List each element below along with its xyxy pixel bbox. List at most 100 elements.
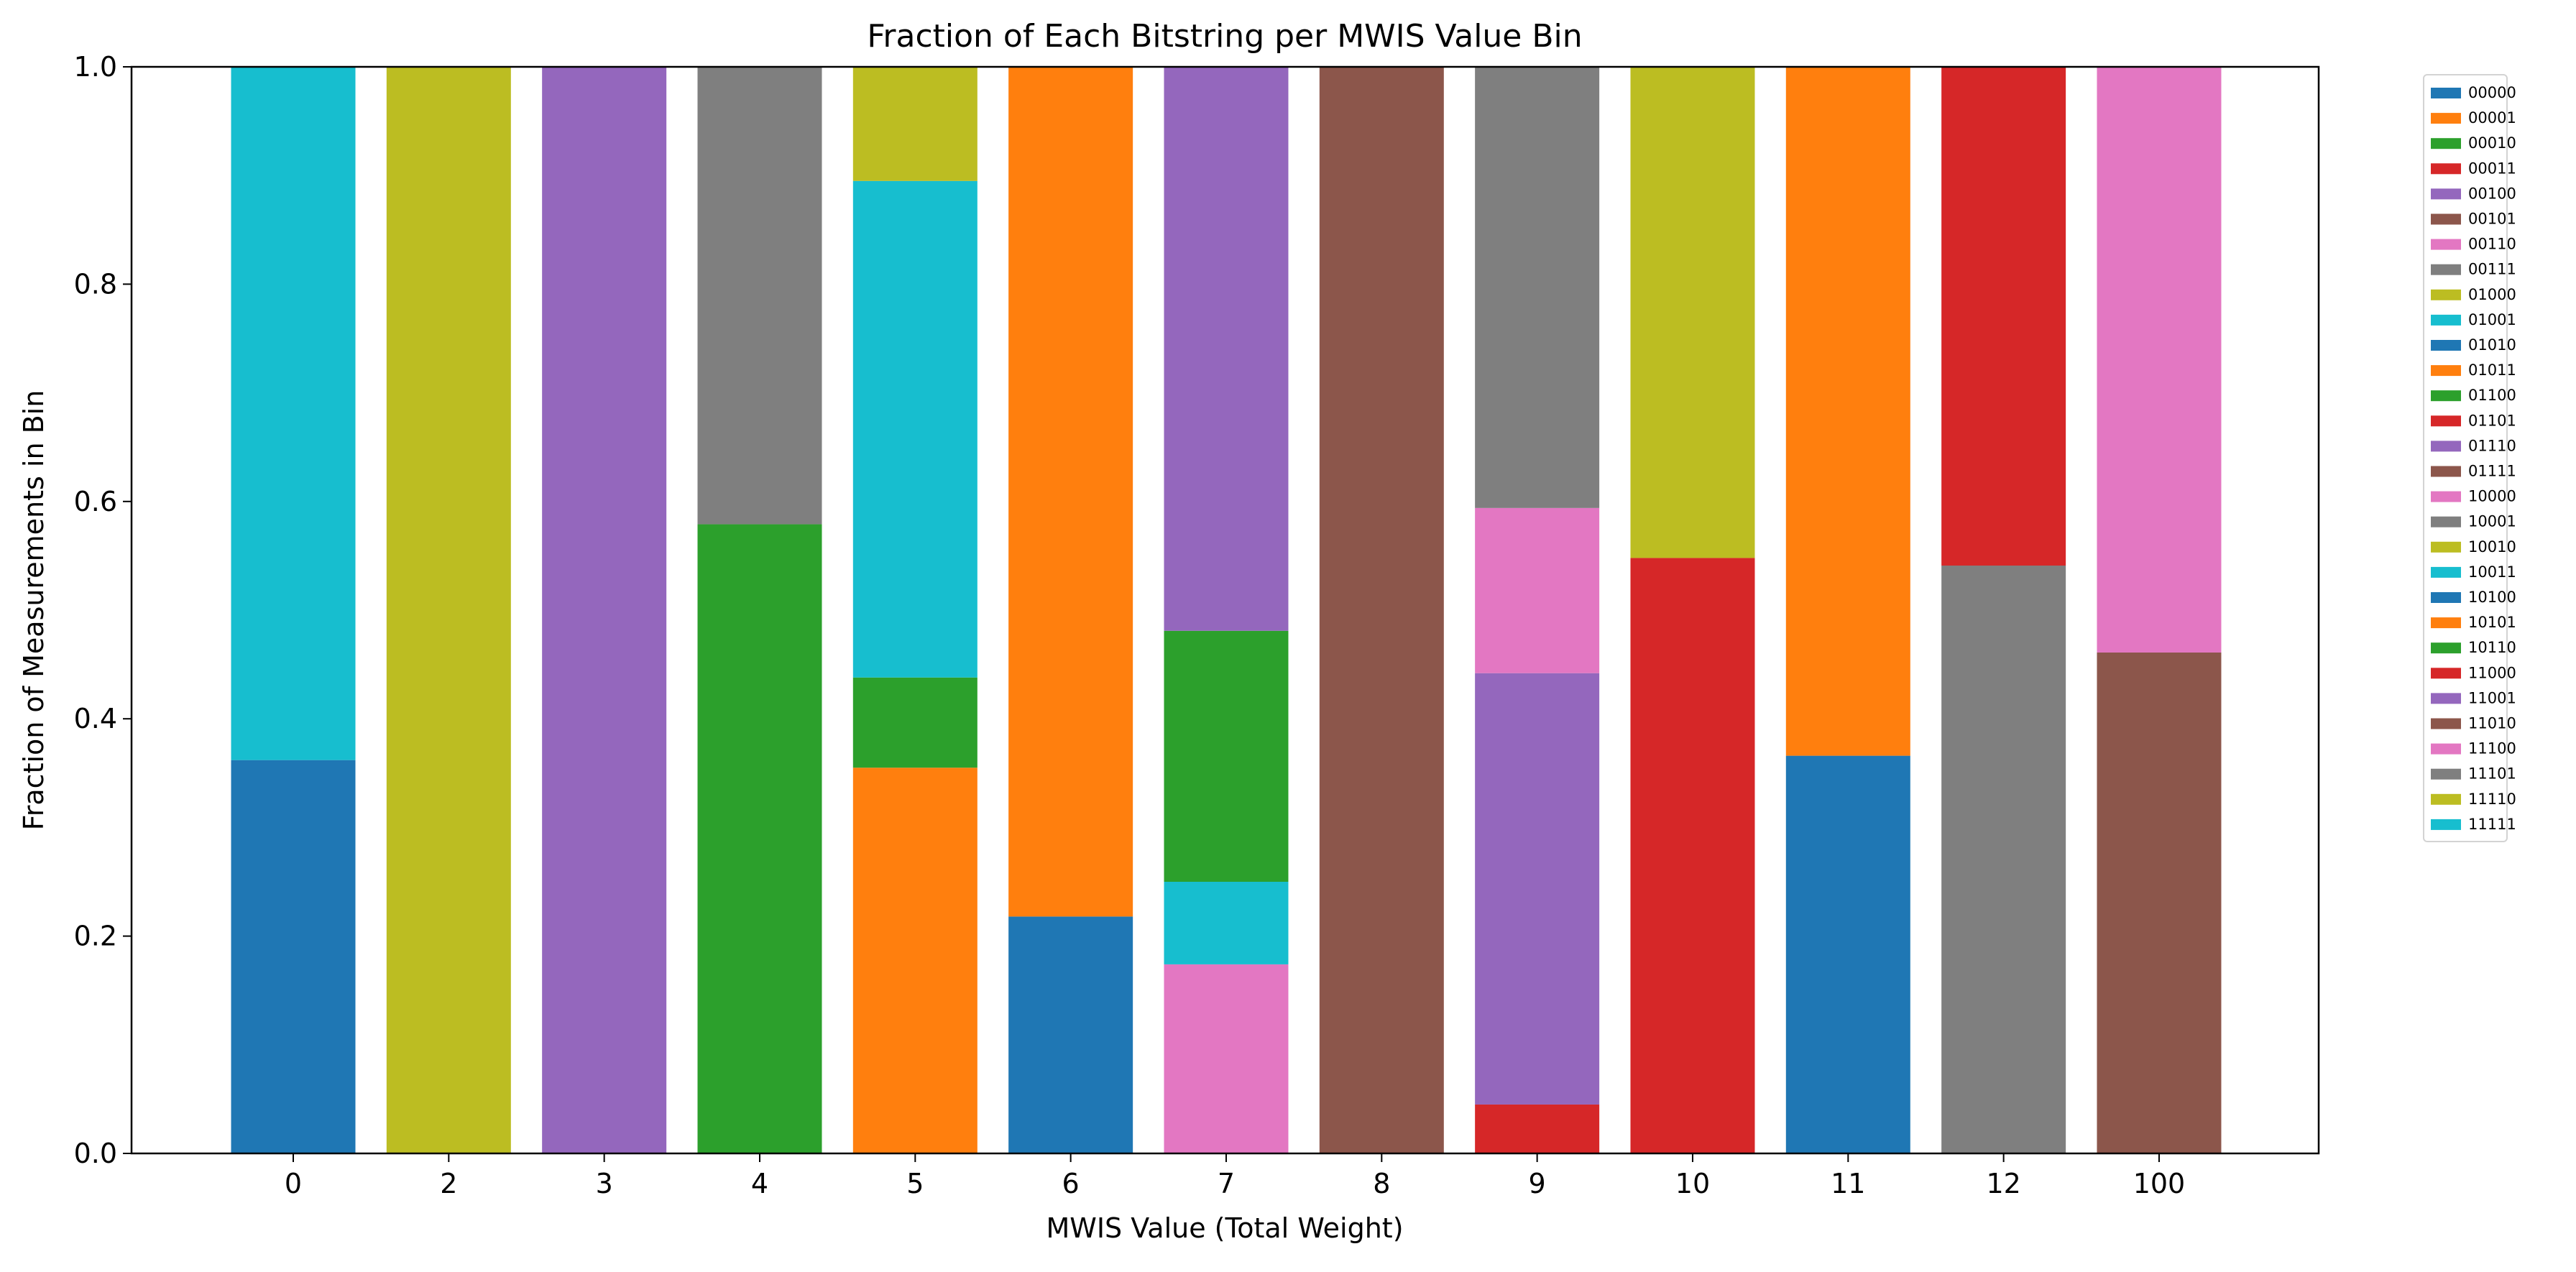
- bar-segment-5-01100: [852, 677, 978, 768]
- legend-label: 01011: [2468, 361, 2516, 379]
- legend-swatch: [2431, 365, 2461, 377]
- bar-segment-11-10101: [1785, 67, 1910, 756]
- legend-swatch: [2431, 491, 2461, 502]
- legend-swatch: [2431, 541, 2461, 553]
- bar-segment-10-11110: [1630, 67, 1755, 558]
- bar-segment-12-10001: [1941, 566, 2066, 1153]
- x-axis-label: MWIS Value (Total Weight): [1046, 1212, 1403, 1244]
- bar-segment-9-11100: [1475, 507, 1600, 673]
- legend-swatch: [2431, 516, 2461, 527]
- bar-segment-7-01100: [1164, 630, 1289, 882]
- legend-label: 11001: [2468, 689, 2516, 706]
- legend-swatch: [2431, 113, 2461, 124]
- legend-swatch: [2431, 213, 2461, 225]
- legend-swatch: [2431, 415, 2461, 427]
- x-tick-label: 7: [1218, 1168, 1235, 1199]
- bar-segment-4-10110: [697, 524, 822, 1153]
- chart-title: Fraction of Each Bitstring per MWIS Valu…: [867, 18, 1582, 55]
- legend-label: 00011: [2468, 160, 2516, 177]
- bar-segment-9-01110: [1475, 673, 1600, 1105]
- legend-swatch: [2431, 188, 2461, 200]
- bar-segment-6-10101: [1008, 67, 1133, 917]
- bar-segment-5-01011: [852, 768, 978, 1153]
- legend-swatch: [2431, 693, 2461, 704]
- x-tick-label: 5: [906, 1168, 924, 1199]
- legend-swatch: [2431, 289, 2461, 300]
- legend-swatch: [2431, 340, 2461, 351]
- legend-label: 00101: [2468, 211, 2516, 228]
- bar-segment-9-00011: [1475, 1104, 1600, 1153]
- bar-segment-7-01001: [1164, 882, 1289, 964]
- legend-label: 00010: [2468, 134, 2516, 152]
- y-tick-label: 0.4: [74, 703, 117, 734]
- y-tick-label: 0.0: [74, 1138, 117, 1169]
- legend-swatch: [2431, 718, 2461, 729]
- legend-swatch: [2431, 642, 2461, 654]
- legend-label: 00001: [2468, 109, 2516, 126]
- legend-label: 01110: [2468, 437, 2516, 454]
- legend-label: 10100: [2468, 589, 2516, 606]
- legend-swatch: [2431, 768, 2461, 780]
- x-tick-label: 10: [1675, 1168, 1710, 1199]
- legend-label: 11100: [2468, 740, 2516, 757]
- legend-label: 00111: [2468, 261, 2516, 278]
- x-tick-label: 11: [1831, 1168, 1865, 1199]
- legend-swatch: [2431, 668, 2461, 679]
- bar-segment-5-10011: [852, 180, 978, 678]
- bar-segment-7-11001: [1164, 67, 1289, 631]
- bar-segment-7-00110: [1164, 964, 1289, 1153]
- legend-swatch: [2431, 314, 2461, 326]
- bar-segment-0-00000: [231, 760, 356, 1153]
- legend: 00000 00001 00010 00011 00100 00101 00110 00111…: [2423, 74, 2516, 842]
- legend-swatch: [2431, 743, 2461, 755]
- legend-label: 01100: [2468, 387, 2516, 404]
- legend-swatch: [2431, 138, 2461, 149]
- plot-frame: [130, 65, 2320, 1155]
- bar-segment-8-11010: [1319, 67, 1444, 1153]
- legend-label: 01101: [2468, 412, 2516, 429]
- x-tick-label: 9: [1529, 1168, 1546, 1199]
- x-tick-label: 3: [596, 1168, 613, 1199]
- y-tick-label: 0.2: [74, 921, 117, 952]
- legend-swatch: [2431, 592, 2461, 603]
- legend-swatch: [2431, 466, 2461, 477]
- bar-segment-10-01101: [1630, 558, 1755, 1153]
- legend-label: 10101: [2468, 614, 2516, 631]
- legend-swatch: [2431, 441, 2461, 452]
- legend-label: 00000: [2468, 84, 2516, 101]
- legend-label: 01010: [2468, 336, 2516, 354]
- bar-segment-3-11001: [542, 67, 667, 1153]
- x-tick-label: 2: [440, 1168, 457, 1199]
- legend-label: 10010: [2468, 538, 2516, 556]
- legend-label: 10110: [2468, 639, 2516, 656]
- legend-label: 10011: [2468, 563, 2516, 581]
- bar-segment-0-11111: [231, 67, 356, 760]
- legend-label: 10001: [2468, 513, 2516, 530]
- legend-label: 11101: [2468, 765, 2516, 783]
- legend-swatch: [2431, 819, 2461, 830]
- legend-swatch: [2431, 566, 2461, 578]
- bar-segment-5-11110: [852, 67, 978, 181]
- y-axis-label: Fraction of Measurements in Bin: [18, 390, 50, 831]
- bar-segment-11-10100: [1785, 755, 1910, 1153]
- legend-label: 11010: [2468, 715, 2516, 732]
- y-tick-label: 1.0: [74, 51, 117, 83]
- legend-swatch: [2431, 617, 2461, 629]
- legend-swatch: [2431, 390, 2461, 402]
- x-tick-label: 6: [1062, 1168, 1080, 1199]
- bar-segment-12-11000: [1941, 67, 2066, 566]
- legend-label: 01001: [2468, 311, 2516, 328]
- legend-label: 00100: [2468, 185, 2516, 202]
- bar-segment-100-01111: [2097, 652, 2222, 1153]
- legend-label: 10000: [2468, 488, 2516, 505]
- x-tick-label: 0: [285, 1168, 302, 1199]
- bar-segment-6-01010: [1008, 916, 1133, 1153]
- bar-segment-9-11101: [1475, 67, 1600, 508]
- legend-swatch: [2431, 264, 2461, 275]
- x-tick-label: 4: [751, 1168, 768, 1199]
- legend-label: 11000: [2468, 664, 2516, 681]
- bar-segment-100-11100: [2097, 67, 2222, 653]
- bar-segment-2-11110: [386, 67, 511, 1153]
- x-tick-label: 100: [2133, 1168, 2186, 1199]
